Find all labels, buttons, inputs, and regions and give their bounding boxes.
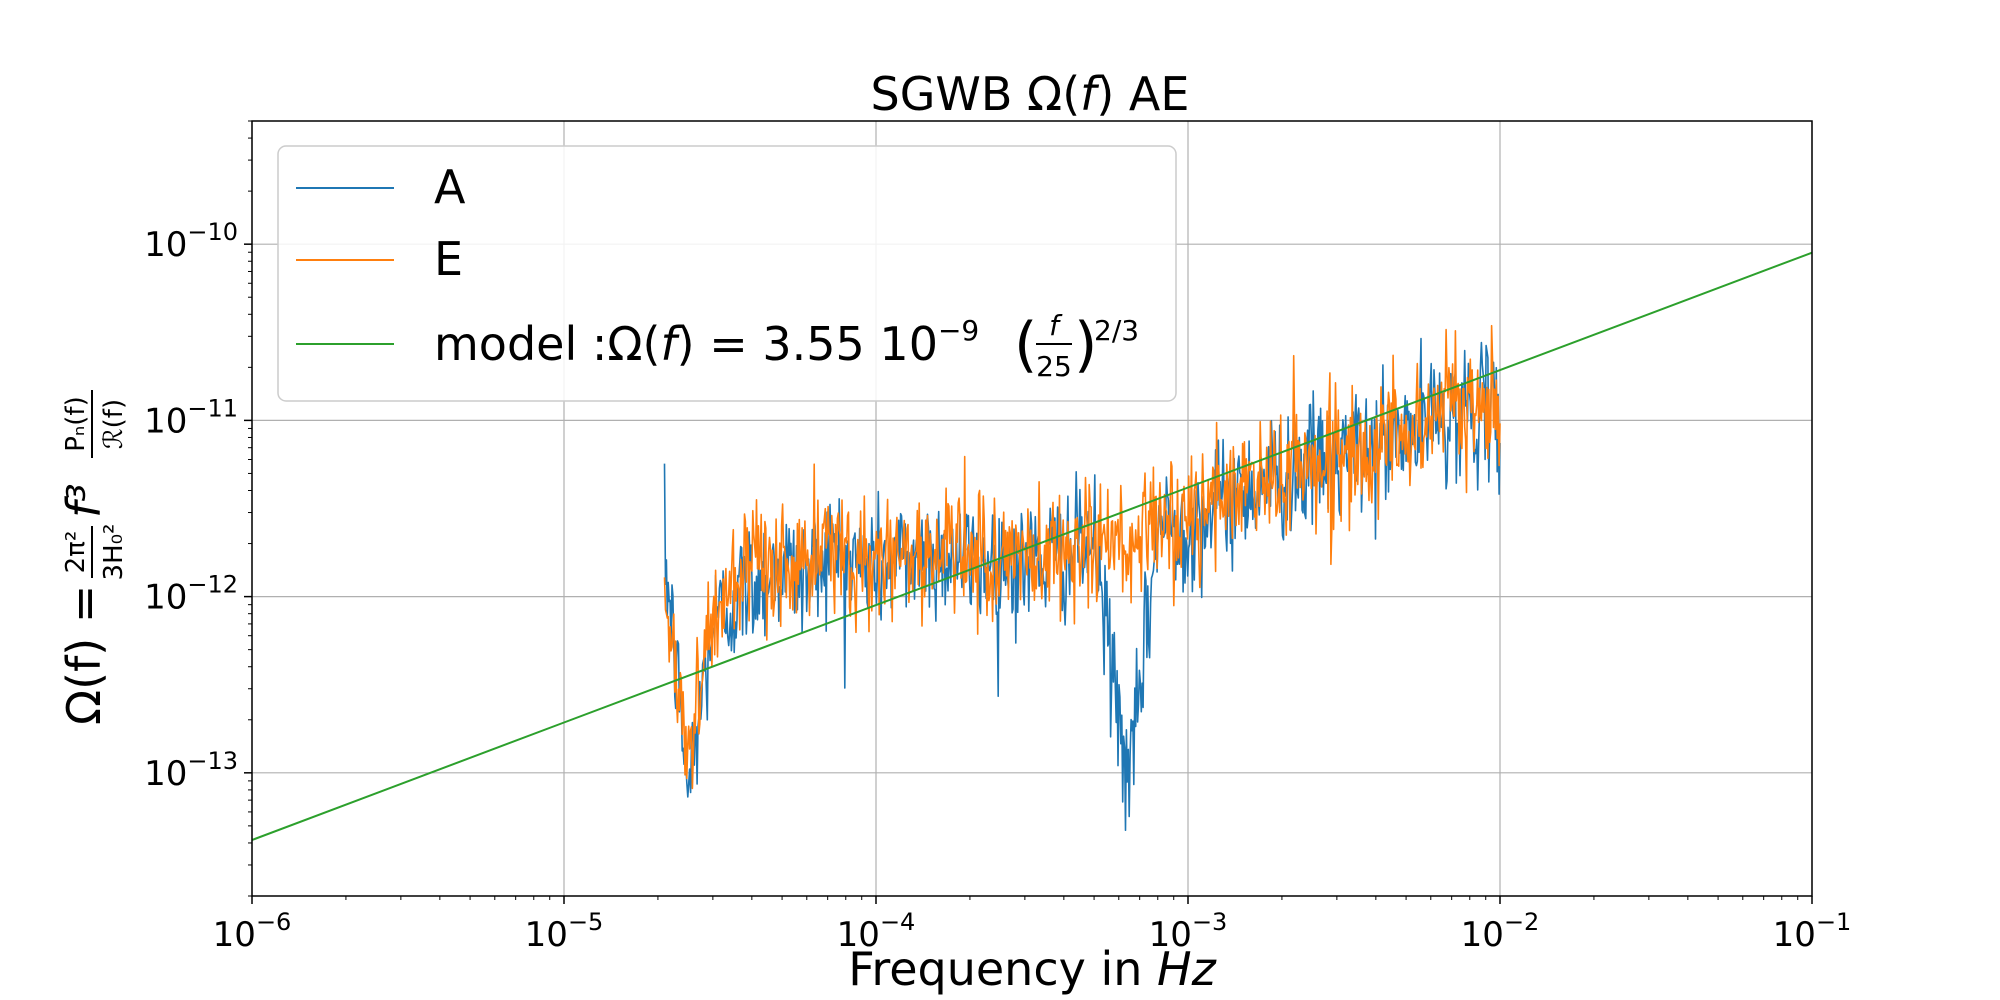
x-tick-label: 10−2 — [1461, 908, 1540, 955]
legend-label-a: A — [434, 160, 466, 214]
series-model-line — [251, 251, 1813, 841]
y-tick-label: 10−12 — [144, 571, 238, 618]
y-axis-label: Ω(f) = 2π² 3H₀² f³ Pₙ(f) ℛ(f) — [57, 390, 129, 725]
legend-label-e: E — [434, 232, 463, 286]
legend-model-paren-close: ) — [1074, 310, 1097, 380]
x-tick-label: 10−5 — [525, 908, 604, 955]
legend-label-model: model :Ω(f) = 3.55 10−9 — [434, 314, 979, 371]
y-tick-label: 10−13 — [144, 747, 238, 794]
svg-text:Ω(f) =: Ω(f) = — [57, 585, 111, 725]
y-label-coef-den: 3H₀² — [99, 524, 129, 581]
x-axis-label: Frequency in Hz — [848, 942, 1216, 996]
plot-frame — [251, 120, 1813, 897]
legend-model-paren-open: ( — [1014, 310, 1037, 380]
legend-model-power: 2/3 — [1094, 314, 1139, 347]
x-tick-label: 10−4 — [837, 908, 916, 955]
x-tick-label: 10−6 — [213, 908, 292, 955]
x-tick-label: 10−3 — [1149, 908, 1228, 955]
axis-ticks: 10−6 10−5 10−4 10−3 10−2 10−1 10−13 10−12 10−11 1… — [144, 120, 1852, 955]
y-label-ratio-num: Pₙ(f) — [61, 396, 91, 451]
plot-series — [251, 251, 1813, 841]
legend-box — [277, 145, 1177, 402]
series-e-line — [663, 324, 1501, 790]
legend: A E model :Ω(f) = 3.55 10−9 ( f 25 ) 2/3 — [277, 145, 1177, 402]
y-label-coef-num: 2π² — [61, 531, 91, 574]
y-label-ratio-den: ℛ(f) — [99, 399, 129, 449]
y-label-f3: f³ — [57, 483, 111, 518]
y-tick-label: 10−11 — [144, 394, 238, 441]
y-tick-label: 10−10 — [144, 218, 238, 265]
x-tick-label: 10−1 — [1773, 908, 1852, 955]
chart-title: SGWB Ω(f) AE — [871, 67, 1190, 121]
legend-model-frac-den: 25 — [1036, 350, 1072, 383]
